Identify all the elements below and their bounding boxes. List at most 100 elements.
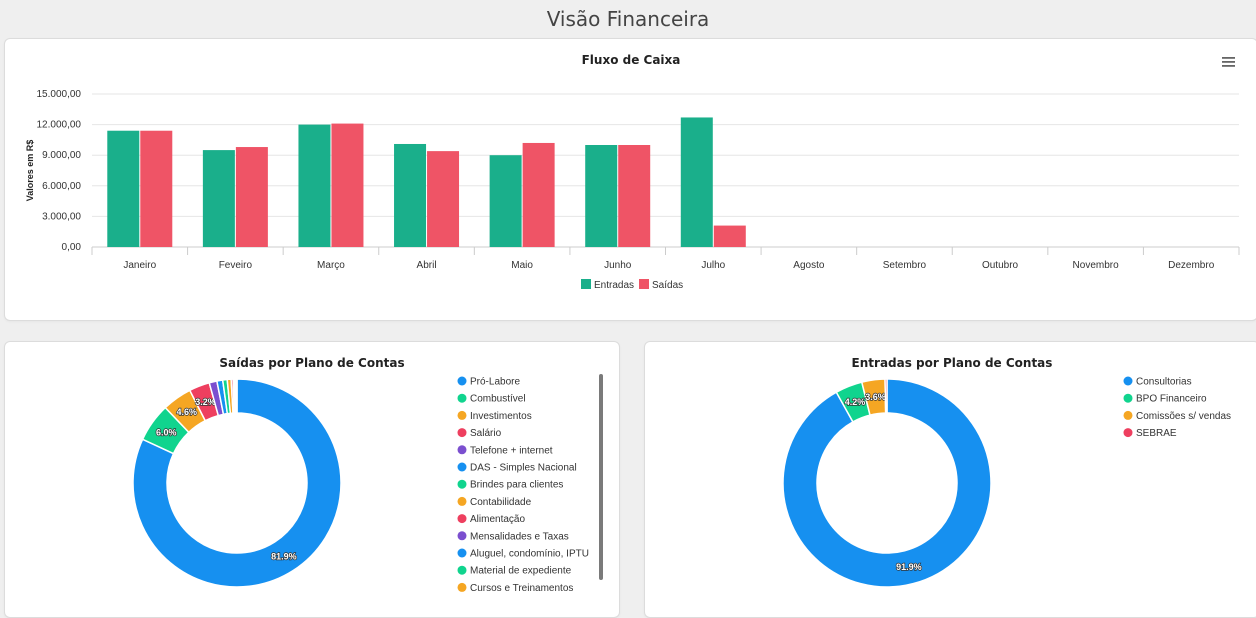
legend-marker bbox=[457, 462, 467, 472]
legend-label: Cursos e Treinamentos bbox=[470, 583, 573, 594]
slice-label: 4.2% bbox=[845, 397, 866, 407]
legend-marker bbox=[1123, 393, 1133, 403]
legend-item[interactable]: Cursos e Treinamentos bbox=[457, 582, 574, 594]
bar-saídas[interactable] bbox=[140, 130, 173, 247]
legend-item[interactable]: Combustível bbox=[457, 393, 526, 405]
x-tick-label: Dezembro bbox=[1168, 260, 1215, 271]
legend-marker bbox=[457, 428, 467, 438]
legend-label: BPO Financeiro bbox=[1136, 394, 1207, 405]
cashflow-chart-card: Fluxo de Caixa 0,00 3.000,00 6.000,00 9.000,… bbox=[4, 38, 1256, 321]
legend-label: Comissões s/ vendas bbox=[1136, 411, 1231, 422]
menu-icon-line bbox=[1222, 57, 1235, 59]
chart-title: Fluxo de Caixa bbox=[582, 53, 681, 67]
saidas-donut-chart: Saídas por Plano de Contas 81.9% 6.0% 4.6%3… bbox=[132, 356, 589, 594]
legend-swatch bbox=[581, 279, 591, 289]
legend-item[interactable]: Alimentação bbox=[457, 514, 526, 525]
legend-marker bbox=[457, 514, 467, 524]
legend-marker bbox=[1123, 428, 1133, 438]
slice-label: 91.9% bbox=[896, 562, 922, 572]
legend-label: DAS - Simples Nacional bbox=[470, 463, 577, 474]
legend-item[interactable]: SEBRAE bbox=[1123, 428, 1177, 439]
legend-item[interactable]: Pró-Labore bbox=[457, 376, 521, 388]
legend-marker bbox=[457, 582, 467, 592]
y-tick-label: 9.000,00 bbox=[42, 150, 81, 161]
legend-item[interactable]: Aluguel, condomínio, IPTU bbox=[457, 548, 589, 560]
legend-label: Telefone + internet bbox=[470, 445, 553, 456]
saidas-chart-card: Saídas por Plano de Contas 81.9% 6.0% 4.6% 3… bbox=[4, 341, 620, 618]
entradas-donut-chart: Entradas por Plano de Contas 91.9% 4.2%3.6… bbox=[782, 356, 1232, 588]
entradas-chart-card: Entradas por Plano de Contas 91.9% 4.2% 3.6… bbox=[644, 341, 1256, 618]
legend-item[interactable]: Telefone + internet bbox=[457, 445, 553, 456]
legend-scrollbar[interactable] bbox=[599, 374, 603, 580]
legend-marker bbox=[457, 393, 467, 403]
bar-entradas[interactable] bbox=[394, 143, 427, 247]
legend-item[interactable]: Contabilidade bbox=[457, 496, 532, 508]
legend-label: Combustível bbox=[470, 394, 526, 405]
legend-item[interactable]: Material de expediente bbox=[457, 565, 572, 577]
bar-saídas[interactable] bbox=[713, 225, 746, 247]
donut-slice[interactable] bbox=[235, 378, 238, 414]
chart-title: Saídas por Plano de Contas bbox=[219, 356, 404, 370]
legend-item[interactable]: Comissões s/ vendas bbox=[1123, 410, 1232, 422]
y-tick-label: 12.000,00 bbox=[37, 120, 82, 131]
x-tick-label: Março bbox=[317, 260, 345, 271]
hamburger-menu-icon[interactable] bbox=[1222, 57, 1235, 67]
donut-slice[interactable] bbox=[884, 378, 888, 414]
legend-marker bbox=[457, 376, 467, 386]
slice-label: 81.9% bbox=[271, 551, 297, 561]
legend-label: Investimentos bbox=[470, 411, 532, 422]
bar-saídas[interactable] bbox=[331, 123, 364, 247]
bar-entradas[interactable] bbox=[585, 145, 618, 247]
bar-saídas[interactable] bbox=[235, 147, 268, 247]
bar-entradas[interactable] bbox=[107, 130, 140, 247]
legend-label: SEBRAE bbox=[1136, 428, 1177, 439]
x-tick-label: Outubro bbox=[982, 260, 1019, 271]
donut-slice[interactable] bbox=[132, 378, 342, 588]
menu-icon-line bbox=[1222, 61, 1235, 63]
bar-saídas[interactable] bbox=[522, 142, 555, 247]
x-tick-label: Agosto bbox=[793, 260, 825, 271]
x-tick-label: Maio bbox=[511, 260, 533, 271]
legend-item[interactable]: Mensalidades e Taxas bbox=[457, 531, 569, 542]
legend-item-entradas[interactable]: Entradas bbox=[581, 279, 634, 291]
legend-item[interactable]: DAS - Simples Nacional bbox=[457, 462, 577, 474]
x-tick-label: Novembro bbox=[1073, 260, 1120, 271]
bar-saídas[interactable] bbox=[427, 151, 460, 247]
x-tick-label: Setembro bbox=[883, 260, 927, 271]
y-tick-label: 0,00 bbox=[62, 242, 82, 253]
legend-marker bbox=[457, 479, 467, 489]
legend-item[interactable]: Brindes para clientes bbox=[457, 479, 564, 491]
x-tick-label: Feveiro bbox=[219, 260, 253, 271]
cashflow-bar-chart: Fluxo de Caixa 0,00 3.000,00 6.000,00 9.000,… bbox=[25, 53, 1240, 291]
page-title: Visão Financeira bbox=[546, 7, 710, 31]
legend-item[interactable]: BPO Financeiro bbox=[1123, 393, 1208, 405]
legend-label: Mensalidades e Taxas bbox=[470, 531, 569, 542]
legend-label: Consultorias bbox=[1136, 377, 1192, 388]
y-tick-label: 15.000,00 bbox=[37, 89, 82, 100]
menu-icon-line bbox=[1222, 65, 1235, 67]
legend-item[interactable]: Investimentos bbox=[457, 410, 532, 422]
legend-label: Saídas bbox=[652, 280, 683, 291]
bar-entradas[interactable] bbox=[489, 155, 522, 247]
legend-label: Pró-Labore bbox=[470, 377, 520, 388]
legend-item[interactable]: Consultorias bbox=[1123, 376, 1192, 388]
bar-saídas[interactable] bbox=[618, 145, 651, 247]
bar-entradas[interactable] bbox=[202, 150, 235, 247]
y-tick-label: 6.000,00 bbox=[42, 181, 81, 192]
x-tick-label: Julho bbox=[701, 260, 725, 271]
legend-label: Contabilidade bbox=[470, 497, 532, 508]
bar-entradas[interactable] bbox=[680, 117, 713, 248]
legend-item-saídas[interactable]: Saídas bbox=[639, 279, 683, 291]
x-tick-label: Junho bbox=[604, 260, 632, 271]
y-axis-title: Valores em R$ bbox=[25, 140, 35, 202]
legend-marker bbox=[1123, 410, 1133, 420]
legend-marker bbox=[457, 531, 467, 541]
x-tick-label: Janeiro bbox=[123, 260, 156, 271]
legend-label: Entradas bbox=[594, 280, 634, 291]
y-tick-label: 3.000,00 bbox=[42, 211, 81, 222]
donut-slice[interactable] bbox=[782, 378, 992, 588]
legend-label: Brindes para clientes bbox=[470, 480, 563, 491]
legend-item[interactable]: Salário bbox=[457, 428, 502, 439]
bar-entradas[interactable] bbox=[298, 124, 331, 247]
slice-label: 3.6% bbox=[865, 392, 886, 402]
